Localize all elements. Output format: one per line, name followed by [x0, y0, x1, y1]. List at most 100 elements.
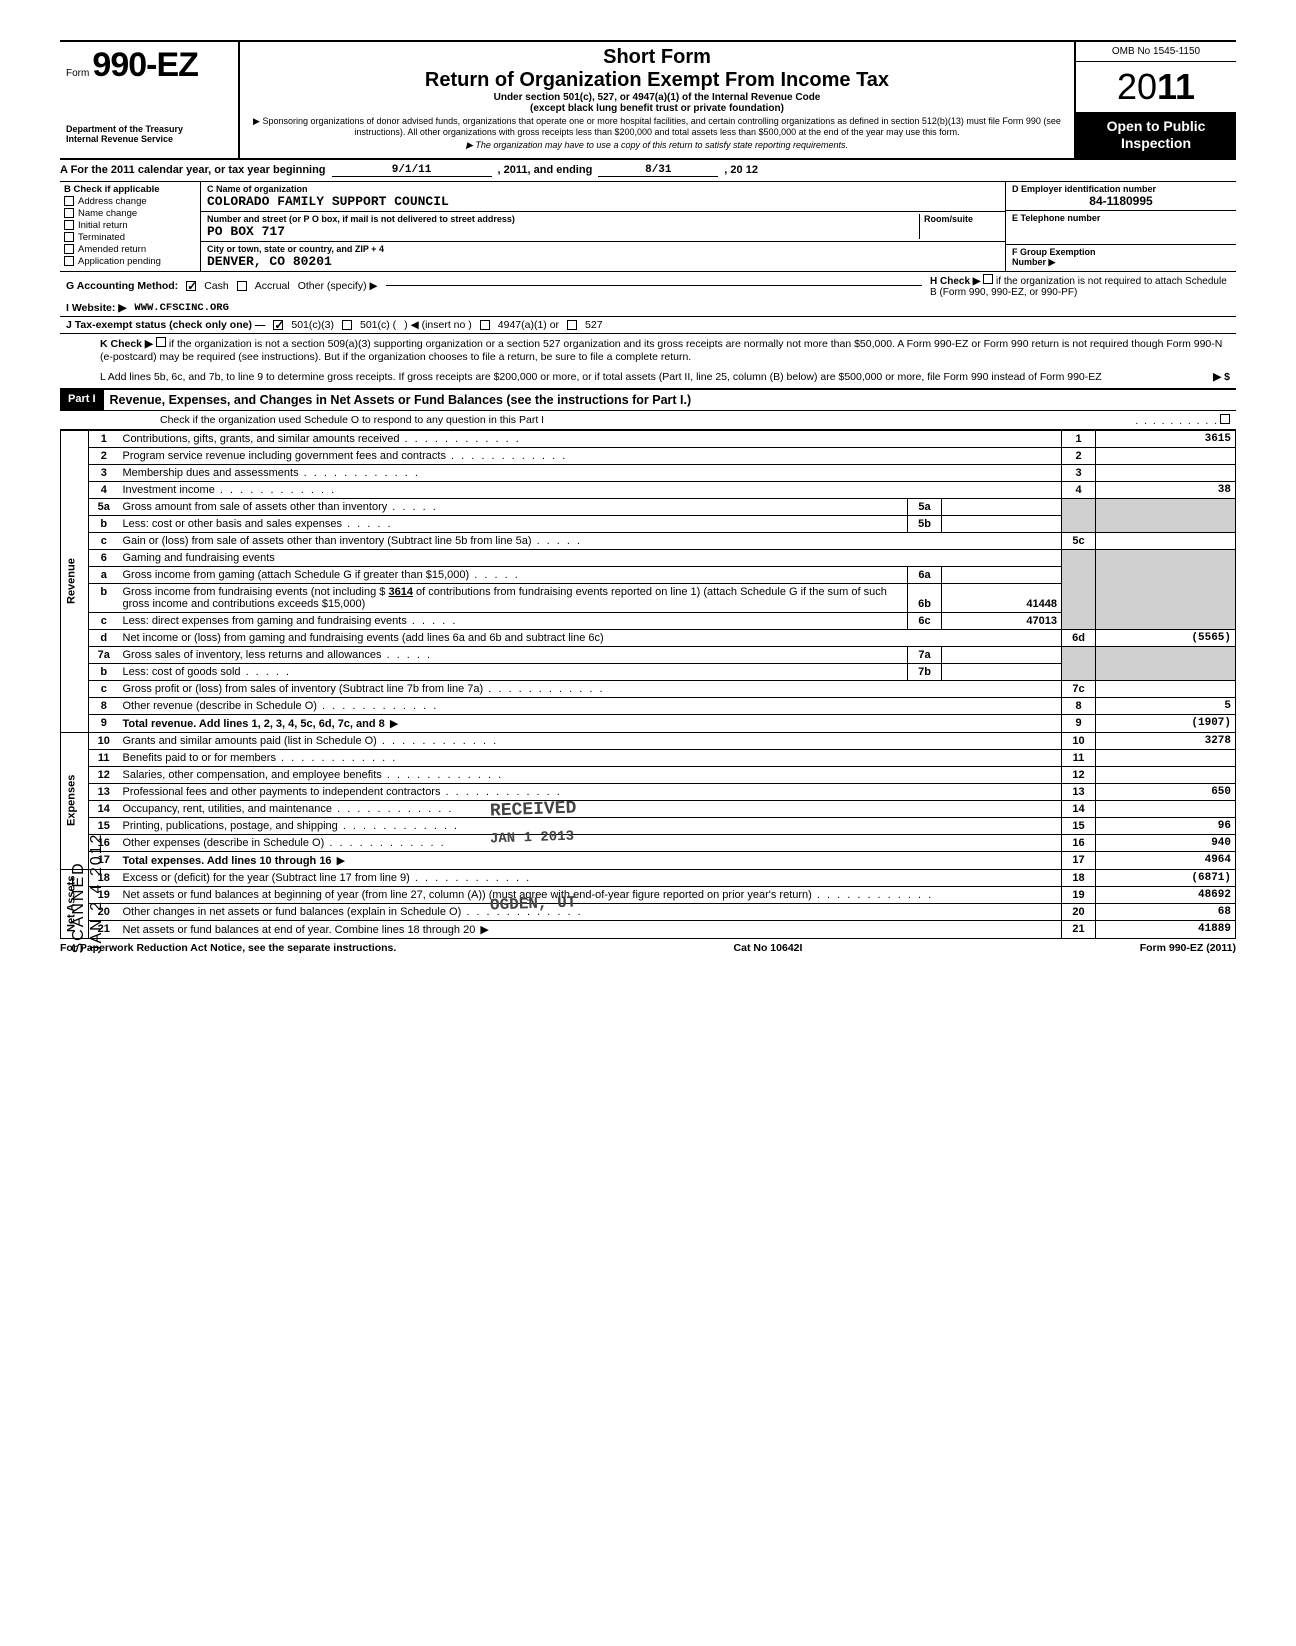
- open-to-public: Open to Public Inspection: [1076, 112, 1236, 158]
- stamp-ogden: OGDEN, UT: [490, 893, 577, 914]
- chk-terminated[interactable]: Terminated: [64, 232, 196, 243]
- form-number: 990-EZ: [92, 46, 198, 84]
- city-label: City or town, state or country, and ZIP …: [207, 244, 999, 254]
- form-990ez: Form 990-EZ Department of the Treasury I…: [60, 40, 1236, 954]
- col-d: D Employer identification number 84-1180…: [1006, 182, 1236, 271]
- table-row: 6Gaming and fundraising events: [61, 549, 1236, 566]
- line-g: G Accounting Method: Cash Accrual Other …: [60, 272, 1236, 300]
- title-sub2: (except black lung benefit trust or priv…: [250, 103, 1064, 114]
- omb-number: OMB No 1545-1150: [1076, 42, 1236, 62]
- chk-cash[interactable]: [186, 281, 196, 291]
- row-a-label: A For the 2011 calendar year, or tax yea…: [60, 164, 326, 177]
- table-row: cLess: direct expenses from gaming and f…: [61, 612, 1236, 629]
- checkbox-icon[interactable]: [64, 244, 74, 254]
- checkbox-icon[interactable]: [64, 220, 74, 230]
- line-i: I Website: ▶ WWW.CFSCINC.ORG: [60, 300, 1236, 316]
- chk-k[interactable]: [156, 337, 166, 347]
- street-label: Number and street (or P O box, if mail i…: [207, 214, 919, 224]
- table-row: bLess: cost of goods sold7b: [61, 663, 1236, 680]
- title-main: Return of Organization Exempt From Incom…: [250, 69, 1064, 92]
- period-begin: 9/1/11: [332, 164, 492, 177]
- table-row: 15Printing, publications, postage, and s…: [61, 817, 1236, 834]
- g-label: G Accounting Method:: [66, 280, 178, 292]
- chk-4947[interactable]: [480, 320, 490, 330]
- i-label: I Website: ▶: [66, 302, 126, 314]
- ein-value: 84-1180995: [1012, 194, 1230, 208]
- table-row: 13Professional fees and other payments t…: [61, 783, 1236, 800]
- revenue-label: Revenue: [61, 430, 89, 732]
- table-row: bGross income from fundraising events (n…: [61, 583, 1236, 612]
- chk-accrual[interactable]: [237, 281, 247, 291]
- header-center: Short Form Return of Organization Exempt…: [240, 42, 1076, 158]
- table-row: 3Membership dues and assessments3: [61, 464, 1236, 481]
- tel-label: E Telephone number: [1012, 213, 1230, 223]
- header-right: OMB No 1545-1150 2011 Open to Public Ins…: [1076, 42, 1236, 158]
- table-row: bLess: cost or other basis and sales exp…: [61, 515, 1236, 532]
- dept-irs: Internal Revenue Service: [66, 135, 232, 145]
- checkbox-icon[interactable]: [64, 196, 74, 206]
- table-row: 16Other expenses (describe in Schedule O…: [61, 834, 1236, 851]
- part1-title: Revenue, Expenses, and Changes in Net As…: [104, 390, 1236, 410]
- chk-amended[interactable]: Amended return: [64, 244, 196, 255]
- stamp-scanned: SCANNED JAN 2 4 2012: [70, 820, 106, 954]
- title-short: Short Form: [250, 46, 1064, 69]
- year-suffix: 11: [1157, 66, 1195, 107]
- city-value: DENVER, CO 80201: [207, 254, 999, 269]
- line-j: J Tax-exempt status (check only one) — 5…: [60, 316, 1236, 333]
- room-label: Room/suite: [924, 214, 999, 224]
- table-row: 4Investment income438: [61, 481, 1236, 498]
- group-row: F Group Exemption Number ▶: [1006, 245, 1236, 270]
- chk-schedule-o[interactable]: [1220, 414, 1230, 424]
- col-b: B Check if applicable Address change Nam…: [60, 182, 200, 271]
- table-row: 14Occupancy, rent, utilities, and mainte…: [61, 800, 1236, 817]
- line-k: K Check ▶ if the organization is not a s…: [60, 334, 1236, 368]
- col-b-head: B Check if applicable: [64, 184, 196, 195]
- chk-initial[interactable]: Initial return: [64, 220, 196, 231]
- chk-527[interactable]: [567, 320, 577, 330]
- table-row: Expenses 10Grants and similar amounts pa…: [61, 732, 1236, 749]
- table-row: 20Other changes in net assets or fund ba…: [61, 903, 1236, 920]
- street-value: PO BOX 717: [207, 224, 919, 239]
- chk-h[interactable]: [983, 274, 993, 284]
- footer-left: For Paperwork Reduction Act Notice, see …: [60, 942, 396, 954]
- table-row: 5aGross amount from sale of assets other…: [61, 498, 1236, 515]
- checkbox-icon[interactable]: [64, 208, 74, 218]
- title-note1: ▶ Sponsoring organizations of donor advi…: [250, 116, 1064, 138]
- period-end-month: 8/31: [598, 164, 718, 177]
- street-row: Number and street (or P O box, if mail i…: [201, 212, 1005, 242]
- tel-row: E Telephone number: [1006, 211, 1236, 245]
- chk-pending[interactable]: Application pending: [64, 256, 196, 267]
- lines-ghij: G Accounting Method: Cash Accrual Other …: [60, 272, 1236, 334]
- chk-501c3[interactable]: [273, 320, 283, 330]
- table-row: Revenue 1 Contributions, gifts, grants, …: [61, 430, 1236, 447]
- form-header: Form 990-EZ Department of the Treasury I…: [60, 40, 1236, 160]
- form-prefix: Form: [66, 68, 89, 79]
- year-prefix: 20: [1117, 66, 1157, 107]
- checkbox-icon[interactable]: [64, 256, 74, 266]
- row-a-mid: , 2011, and ending: [498, 164, 593, 177]
- table-row: 17Total expenses. Add lines 10 through 1…: [61, 851, 1236, 869]
- table-row: cGross profit or (loss) from sales of in…: [61, 680, 1236, 697]
- open-line2: Inspection: [1121, 135, 1191, 151]
- ein-label: D Employer identification number: [1012, 184, 1230, 194]
- chk-501c[interactable]: [342, 320, 352, 330]
- table-row: cGain or (loss) from sale of assets othe…: [61, 532, 1236, 549]
- table-row: 8Other revenue (describe in Schedule O)8…: [61, 697, 1236, 714]
- city-row: City or town, state or country, and ZIP …: [201, 242, 1005, 271]
- chk-name[interactable]: Name change: [64, 208, 196, 219]
- table-row: 11Benefits paid to or for members11: [61, 749, 1236, 766]
- part1-tag: Part I: [60, 390, 104, 410]
- line-l: L Add lines 5b, 6c, and 7b, to line 9 to…: [60, 368, 1236, 388]
- table-row: 7aGross sales of inventory, less returns…: [61, 646, 1236, 663]
- col-c: C Name of organization COLORADO FAMILY S…: [200, 182, 1006, 271]
- website: WWW.CFSCINC.ORG: [134, 302, 229, 314]
- header-left: Form 990-EZ Department of the Treasury I…: [60, 42, 240, 158]
- footer-right: Form 990-EZ (2011): [1140, 942, 1236, 954]
- table-row: 21Net assets or fund balances at end of …: [61, 920, 1236, 938]
- footer-mid: Cat No 10642I: [734, 942, 803, 954]
- financial-table: Revenue 1 Contributions, gifts, grants, …: [60, 430, 1236, 939]
- checkbox-icon[interactable]: [64, 232, 74, 242]
- table-row: Net Assets 18Excess or (deficit) for the…: [61, 869, 1236, 886]
- table-row: 9Total revenue. Add lines 1, 2, 3, 4, 5c…: [61, 714, 1236, 732]
- chk-address[interactable]: Address change: [64, 196, 196, 207]
